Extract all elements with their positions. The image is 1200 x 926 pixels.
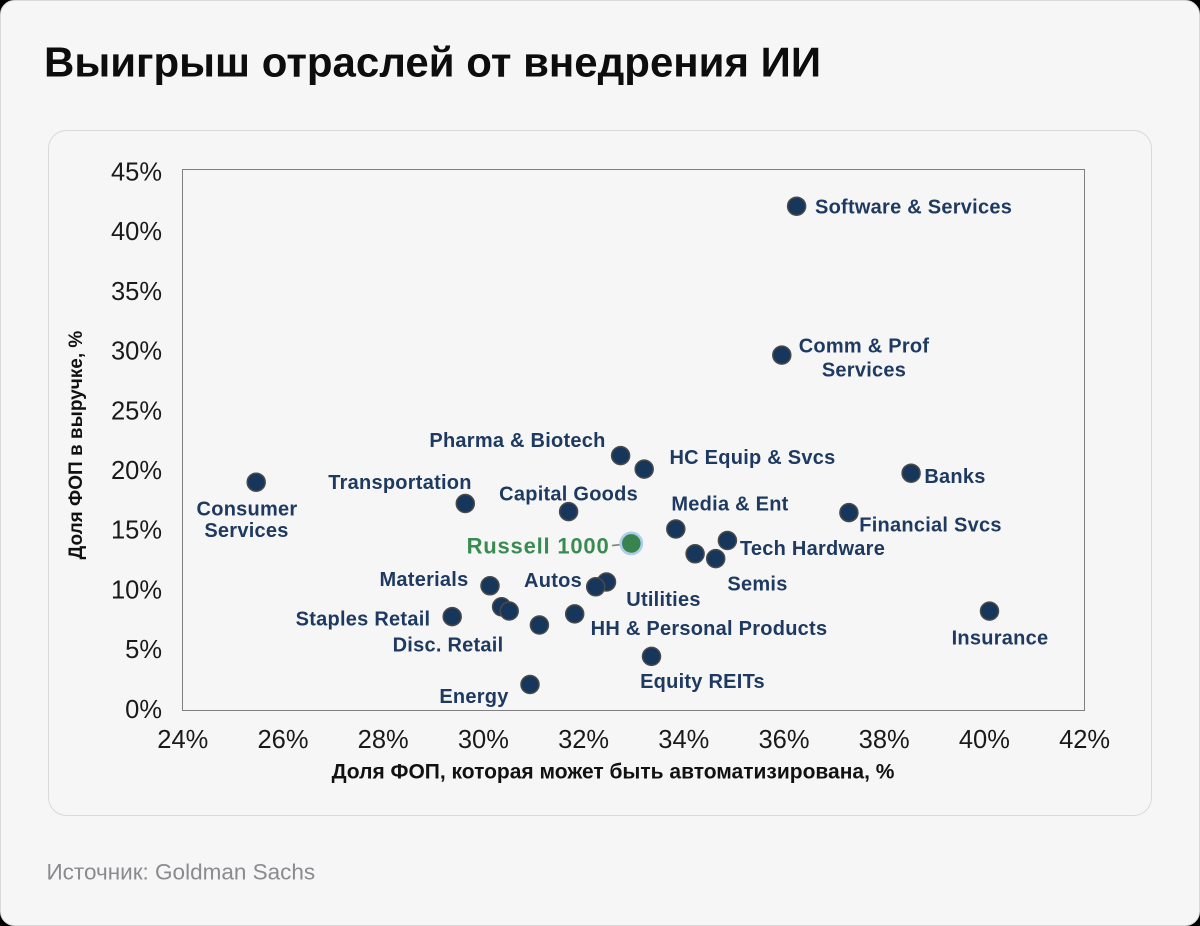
svg-text:42%: 42% [1059, 726, 1110, 754]
svg-text:0%: 0% [125, 696, 162, 724]
svg-text:24%: 24% [157, 726, 208, 754]
svg-text:Russell 1000: Russell 1000 [467, 533, 610, 558]
svg-text:Transportation: Transportation [328, 472, 472, 494]
svg-text:36%: 36% [758, 726, 809, 754]
svg-text:Источник: Goldman Sachs: Источник: Goldman Sachs [47, 860, 316, 885]
svg-text:Software & Services: Software & Services [815, 197, 1012, 219]
svg-text:Staples Retail: Staples Retail [296, 609, 431, 631]
svg-text:45%: 45% [111, 159, 162, 187]
svg-text:5%: 5% [125, 636, 162, 664]
svg-text:Utilities: Utilities [626, 589, 701, 611]
svg-text:38%: 38% [859, 726, 910, 754]
svg-text:Services: Services [204, 520, 288, 542]
svg-text:35%: 35% [111, 278, 162, 306]
svg-text:Доля ФОП, которая может быть а: Доля ФОП, которая может быть автоматизир… [332, 761, 895, 784]
svg-text:Services: Services [822, 360, 906, 382]
svg-text:15%: 15% [111, 517, 162, 545]
svg-text:Capital Goods: Capital Goods [499, 484, 638, 506]
svg-text:26%: 26% [257, 726, 308, 754]
svg-text:Banks: Banks [924, 466, 985, 488]
svg-text:Доля ФОП в выручке, %: Доля ФОП в выручке, % [66, 331, 87, 560]
svg-text:Semis: Semis [727, 574, 787, 596]
svg-text:Media & Ent: Media & Ent [671, 494, 788, 516]
svg-text:32%: 32% [558, 726, 609, 754]
svg-text:40%: 40% [959, 726, 1010, 754]
svg-text:40%: 40% [111, 218, 162, 246]
svg-text:HC Equip & Svcs: HC Equip & Svcs [669, 447, 835, 469]
svg-text:28%: 28% [358, 726, 409, 754]
svg-text:Выигрыш отраслей от внедрения: Выигрыш отраслей от внедрения ИИ [44, 39, 821, 86]
svg-text:Energy: Energy [439, 686, 509, 708]
svg-text:Materials: Materials [380, 569, 469, 591]
svg-text:34%: 34% [658, 726, 709, 754]
svg-text:Pharma & Biotech: Pharma & Biotech [429, 430, 605, 452]
svg-text:Disc. Retail: Disc. Retail [393, 635, 504, 657]
svg-text:Tech Hardware: Tech Hardware [740, 538, 885, 560]
svg-text:Insurance: Insurance [952, 628, 1049, 650]
svg-text:Comm & Prof: Comm & Prof [799, 336, 930, 358]
svg-text:10%: 10% [111, 576, 162, 604]
svg-text:HH & Personal Products: HH & Personal Products [591, 618, 828, 640]
svg-text:20%: 20% [111, 457, 162, 485]
svg-text:Equity REITs: Equity REITs [640, 671, 765, 693]
svg-text:Autos: Autos [524, 570, 582, 592]
svg-text:Financial Svcs: Financial Svcs [859, 515, 1001, 537]
svg-text:Consumer: Consumer [197, 499, 298, 521]
svg-text:30%: 30% [458, 726, 509, 754]
svg-text:30%: 30% [111, 338, 162, 366]
svg-text:25%: 25% [111, 397, 162, 425]
